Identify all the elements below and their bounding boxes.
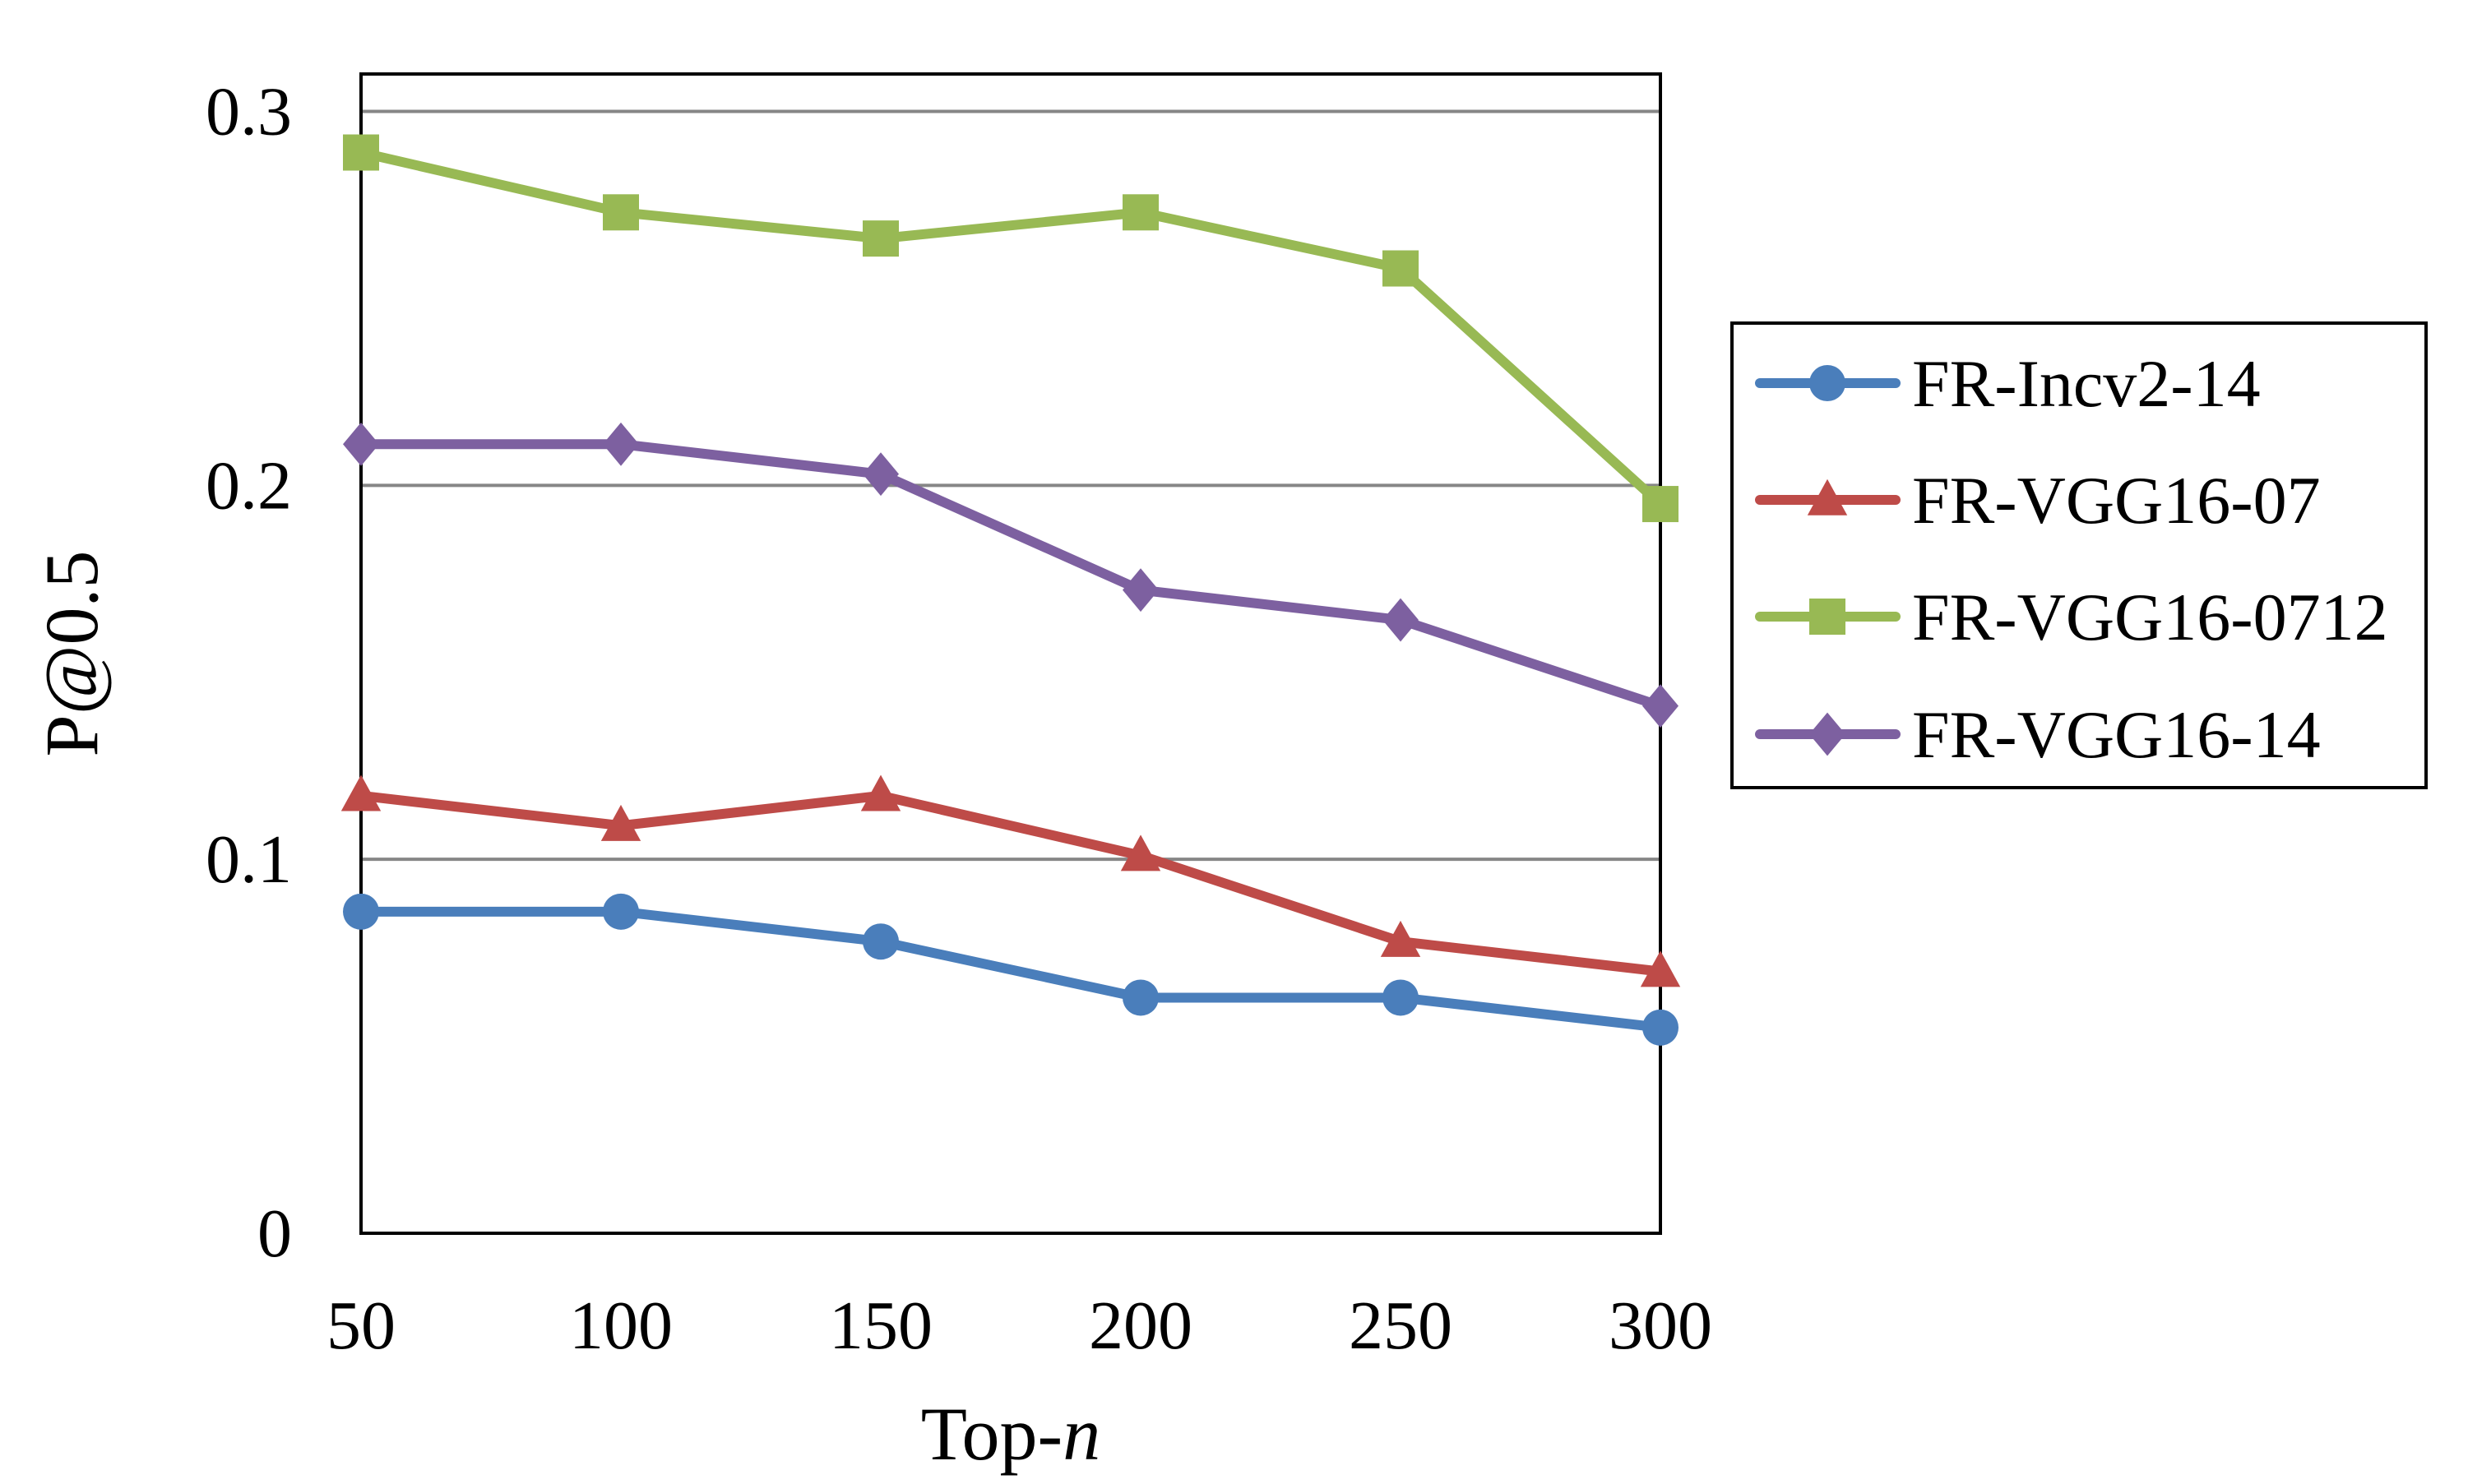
legend-item: FR-VGG16-14 <box>1755 697 2321 772</box>
legend: FR-Incv2-14 FR-VGG16-07 FR-VGG16-0712 FR-VG… <box>1730 321 2428 789</box>
data-point <box>603 893 639 930</box>
data-point <box>1642 1009 1679 1046</box>
legend-label: FR-Incv2-14 <box>1912 346 2261 421</box>
data-point <box>603 194 639 231</box>
series-layer <box>340 134 1681 1046</box>
x-axis-ticks: 50 100 150 200 250 300 <box>326 1288 1712 1364</box>
series-0 <box>343 893 1679 1046</box>
x-tick-label: 300 <box>1609 1288 1712 1364</box>
legend-label: FR-VGG16-0712 <box>1912 580 2388 654</box>
data-point <box>343 134 379 171</box>
y-tick-label: 0.2 <box>206 447 292 524</box>
data-point <box>340 774 382 811</box>
y-axis-title: P@0.5 <box>30 551 113 757</box>
data-point <box>1642 486 1679 523</box>
legend-item: FR-VGG16-0712 <box>1755 580 2388 654</box>
series-line <box>356 147 1665 510</box>
data-point <box>1382 250 1419 287</box>
legend-swatch-marker <box>1809 599 1845 635</box>
series-line <box>356 439 1665 711</box>
gridlines <box>361 109 1660 862</box>
y-tick-label: 0 <box>257 1195 292 1272</box>
x-tick-label: 200 <box>1089 1288 1192 1364</box>
x-tick-label: 50 <box>326 1288 396 1364</box>
data-point <box>1382 979 1419 1016</box>
x-axis-title: Top-n <box>921 1392 1100 1476</box>
data-point <box>863 452 899 497</box>
y-axis-ticks: 0 0.1 0.2 0.3 <box>206 73 292 1272</box>
data-point <box>863 923 899 960</box>
legend-item: FR-Incv2-14 <box>1755 346 2261 421</box>
legend-items: FR-Incv2-14 FR-VGG16-07 FR-VGG16-0712 FR-VG… <box>1755 346 2388 772</box>
x-tick-label: 150 <box>829 1288 933 1364</box>
data-point <box>1123 194 1159 231</box>
legend-swatch-marker <box>1809 712 1845 756</box>
x-tick-label: 100 <box>569 1288 673 1364</box>
y-tick-label: 0.3 <box>206 73 292 150</box>
data-point <box>1640 950 1681 987</box>
legend-box <box>1730 321 2428 789</box>
x-axis-title-main: Top- <box>921 1392 1063 1476</box>
legend-swatch-marker <box>1809 365 1845 401</box>
data-point <box>343 422 379 466</box>
data-point <box>1642 684 1679 728</box>
data-point <box>1120 834 1161 871</box>
data-point <box>1380 920 1421 957</box>
x-axis-title-italic: n <box>1063 1392 1100 1476</box>
data-point <box>1123 979 1159 1016</box>
data-point <box>600 804 641 841</box>
legend-item: FR-VGG16-07 <box>1755 463 2321 538</box>
plot-area-frame <box>359 72 1662 1235</box>
legend-swatch-marker <box>1807 478 1848 515</box>
data-point <box>343 893 379 930</box>
legend-label: FR-VGG16-07 <box>1912 463 2321 538</box>
series-line <box>356 906 1665 1033</box>
y-tick-label: 0.1 <box>206 821 292 898</box>
series-line <box>356 790 1665 977</box>
series-3 <box>343 422 1679 728</box>
series-1 <box>340 774 1681 987</box>
data-point <box>863 220 899 257</box>
legend-label: FR-VGG16-14 <box>1912 697 2321 772</box>
x-tick-label: 250 <box>1349 1288 1452 1364</box>
series-2 <box>343 134 1679 523</box>
data-point <box>860 774 901 811</box>
data-point <box>1123 568 1159 613</box>
data-point <box>603 422 639 466</box>
data-point <box>1382 598 1419 642</box>
